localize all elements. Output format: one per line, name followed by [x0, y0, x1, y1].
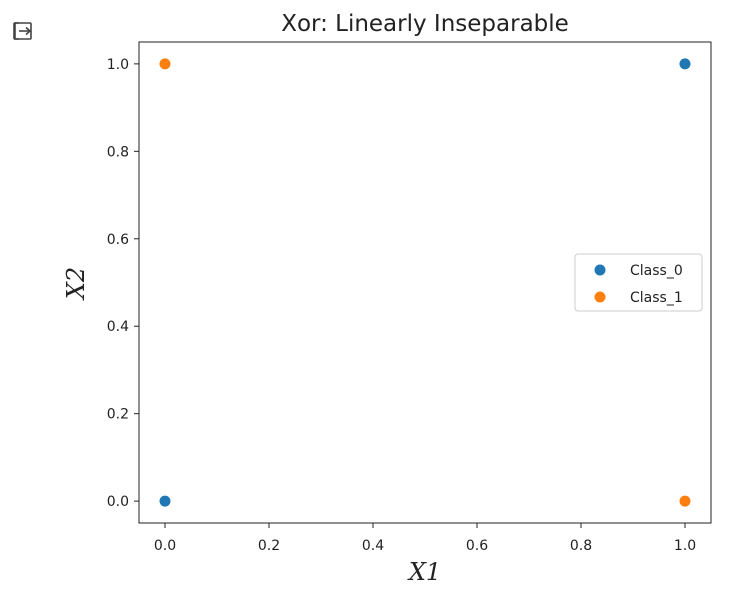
x-tick-label: 0.0	[154, 538, 176, 554]
y-tick-label: 0.2	[107, 407, 129, 423]
output-redirect-icon[interactable]	[10, 18, 36, 44]
data-points	[159, 58, 691, 507]
point-class-0	[679, 58, 691, 70]
legend-marker	[594, 291, 606, 303]
legend-label: Class_1	[630, 290, 683, 306]
legend: Class_0 Class_1	[574, 253, 703, 312]
y-axis-label: X2	[62, 267, 90, 301]
x-tick-label: 1.0	[674, 538, 696, 554]
x-axis-ticks: 0.0 0.2 0.4 0.6 0.8 1.0	[154, 523, 696, 554]
y-tick-label: 0.6	[107, 232, 129, 248]
y-tick-label: 1.0	[107, 57, 129, 73]
x-tick-label: 0.2	[258, 538, 280, 554]
x-tick-label: 0.6	[466, 538, 488, 554]
legend-label: Class_0	[630, 263, 683, 279]
plot-frame	[138, 41, 712, 524]
legend-box	[574, 253, 703, 312]
x-tick-label: 0.8	[570, 538, 592, 554]
y-axis-ticks: 0.0 0.2 0.4 0.6 0.8 1.0	[107, 57, 139, 510]
x-tick-label: 0.4	[362, 538, 384, 554]
legend-marker	[594, 264, 606, 276]
chart-title: Xor: Linearly Inseparable	[281, 11, 569, 37]
y-tick-label: 0.4	[107, 319, 129, 335]
x-axis-label: X1	[407, 558, 441, 586]
point-class-1	[679, 495, 691, 507]
y-tick-label: 0.8	[107, 144, 129, 160]
point-class-1	[159, 58, 171, 70]
point-class-0	[159, 495, 171, 507]
y-tick-label: 0.0	[107, 494, 129, 510]
